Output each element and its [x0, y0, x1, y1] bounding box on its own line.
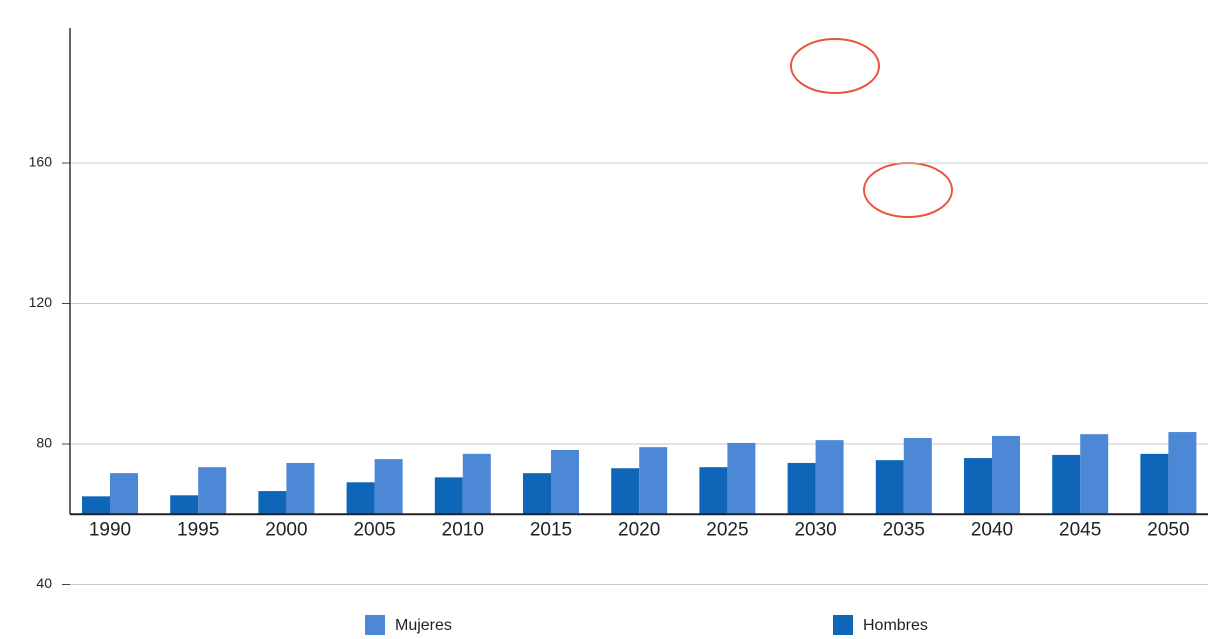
bar: [434, 477, 463, 515]
annotation-circle: [863, 162, 953, 218]
y-tick-label: 40: [36, 575, 52, 591]
bar: [1168, 432, 1197, 515]
bar: [699, 467, 728, 515]
x-tick-label: 2040: [971, 519, 1013, 540]
legend-swatch: [365, 615, 385, 635]
bar: [875, 460, 904, 515]
x-tick-label: 1990: [89, 519, 131, 540]
x-tick-label: 2025: [706, 519, 748, 540]
legend-label: Mujeres: [395, 617, 452, 634]
bar: [1052, 454, 1081, 515]
bar: [611, 468, 640, 515]
bar: [523, 473, 551, 515]
x-tick-label: 2000: [265, 519, 307, 540]
x-tick-label: 2020: [618, 519, 660, 540]
bar: [286, 462, 315, 515]
bar: [903, 438, 932, 515]
x-tick-label: 2045: [1059, 519, 1101, 540]
y-tick-label: 120: [29, 294, 53, 310]
x-tick-label: 2010: [442, 519, 484, 540]
bar: [374, 459, 403, 515]
bar: [258, 491, 287, 515]
bar: [198, 467, 227, 515]
bar: [82, 496, 110, 515]
y-tick-label: 160: [29, 154, 53, 170]
bar: [727, 442, 756, 515]
x-tick-label: 1995: [177, 519, 219, 540]
legend-swatch: [833, 615, 853, 635]
bar: [639, 447, 668, 515]
x-tick-label: 2030: [794, 519, 836, 540]
x-tick-label: 2005: [353, 519, 395, 540]
x-tick-label: 2050: [1147, 519, 1189, 540]
bar: [1140, 453, 1169, 515]
bar: [787, 462, 816, 515]
annotation-circle: [790, 38, 880, 94]
bar: [815, 440, 844, 515]
bar: [551, 449, 579, 515]
y-tick-label: 80: [36, 435, 52, 451]
bar: [992, 435, 1020, 515]
x-tick-label: 2035: [883, 519, 925, 540]
bar: [170, 495, 199, 515]
bar: [346, 482, 375, 515]
bar: [462, 453, 491, 515]
bar: [964, 458, 992, 515]
x-tick-label: 2015: [530, 519, 572, 540]
legend-label: Hombres: [863, 617, 928, 634]
bar: [1080, 434, 1109, 515]
bar: [110, 473, 138, 515]
